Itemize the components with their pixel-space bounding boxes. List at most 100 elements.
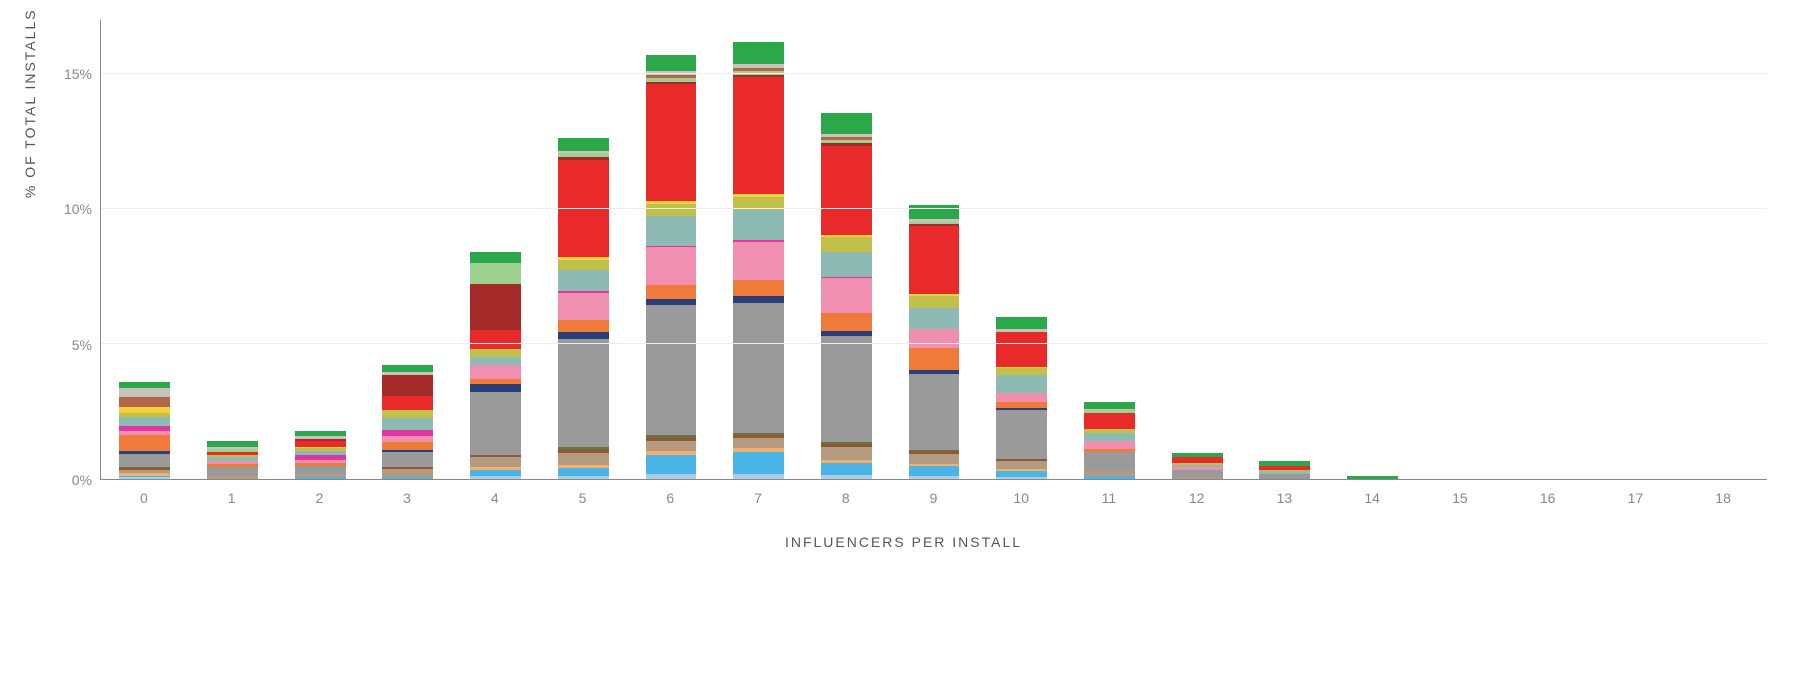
- bar-segment: [646, 455, 697, 474]
- bar-segment: [1172, 470, 1223, 477]
- gridline: [101, 73, 1767, 74]
- bar-segment: [996, 477, 1047, 479]
- bar-segment: [295, 466, 346, 474]
- bar-segment: [821, 447, 872, 459]
- y-tick: 15%: [64, 66, 92, 82]
- bar-segment: [1084, 476, 1135, 479]
- y-tick: 5%: [72, 337, 92, 353]
- bar-segment: [1172, 477, 1223, 479]
- bar-segment: [996, 317, 1047, 329]
- bar-segment: [119, 477, 170, 479]
- x-tick: 7: [714, 480, 802, 506]
- bar-segment: [733, 303, 784, 433]
- bar: [1259, 461, 1310, 479]
- bar-segment: [646, 55, 697, 71]
- x-tick: 15: [1416, 480, 1504, 506]
- bar-slot: [276, 20, 364, 479]
- x-tick: 1: [188, 480, 276, 506]
- x-tick: 8: [802, 480, 890, 506]
- bar-segment: [909, 374, 960, 450]
- x-tick: 17: [1591, 480, 1679, 506]
- bar-segment: [119, 417, 170, 426]
- x-tick: 10: [977, 480, 1065, 506]
- x-tick: 9: [890, 480, 978, 506]
- bar-slot: [364, 20, 452, 479]
- bar-slot: [1679, 20, 1767, 479]
- x-tick: 16: [1504, 480, 1592, 506]
- x-tick: 0: [100, 480, 188, 506]
- bar-segment: [733, 452, 784, 474]
- bar-slot: [1504, 20, 1592, 479]
- bar-segment: [909, 329, 960, 348]
- bar-slot: [452, 20, 540, 479]
- bar-segment: [733, 210, 784, 240]
- bar: [119, 382, 170, 479]
- bar-segment: [470, 330, 521, 349]
- bar-segment: [382, 469, 433, 477]
- bar-segment: [382, 365, 433, 372]
- bar-segment: [996, 332, 1047, 367]
- x-tick: 4: [451, 480, 539, 506]
- bar-segment: [1084, 452, 1135, 471]
- bar-segment: [119, 435, 170, 451]
- bar-segment: [207, 467, 258, 476]
- x-axis: 0123456789101112131415161718: [100, 480, 1767, 506]
- bar-segment: [646, 84, 697, 200]
- bar-segment: [119, 388, 170, 396]
- bar-slot: [1592, 20, 1680, 479]
- bar-segment: [382, 477, 433, 479]
- bar-segment: [733, 474, 784, 479]
- x-tick: 6: [626, 480, 714, 506]
- bar-segment: [909, 296, 960, 308]
- bar-segment: [646, 216, 697, 246]
- bar-segment: [909, 226, 960, 294]
- bar: [207, 441, 258, 479]
- bar: [996, 317, 1047, 479]
- bar-segment: [909, 308, 960, 328]
- bar-segment: [996, 410, 1047, 459]
- bar: [1084, 402, 1135, 479]
- bar-segment: [470, 384, 521, 392]
- bar-slot: [1066, 20, 1154, 479]
- bar: [558, 138, 609, 479]
- bar: [295, 431, 346, 479]
- bar-segment: [1347, 476, 1398, 479]
- bar-segment: [646, 305, 697, 435]
- bar-segment: [470, 470, 521, 477]
- bar-segment: [646, 285, 697, 299]
- bar-segment: [821, 237, 872, 252]
- bar-segment: [382, 436, 433, 443]
- bar-segment: [558, 138, 609, 150]
- bar-slot: [1329, 20, 1417, 479]
- y-axis: 0%5%10%15%: [40, 20, 100, 480]
- bar-segment: [909, 348, 960, 370]
- bar-segment: [646, 204, 697, 216]
- bar-segment: [470, 349, 521, 357]
- bar-segment: [558, 320, 609, 332]
- bar-segment: [470, 357, 521, 365]
- x-tick: 2: [275, 480, 363, 506]
- bar-segment: [382, 396, 433, 410]
- bar-segment: [821, 278, 872, 313]
- x-tick: 3: [363, 480, 451, 506]
- bar-segment: [382, 452, 433, 467]
- bar-slot: [1241, 20, 1329, 479]
- bar-segment: [558, 260, 609, 269]
- bar-segment: [821, 475, 872, 479]
- bar-segment: [821, 252, 872, 276]
- bar-segment: [821, 146, 872, 235]
- bar-segment: [558, 476, 609, 479]
- bar-segment: [470, 392, 521, 454]
- gridline: [101, 208, 1767, 209]
- bar-segment: [558, 468, 609, 476]
- bar-slot: [189, 20, 277, 479]
- bars-container: [101, 20, 1767, 479]
- bar-slot: [803, 20, 891, 479]
- x-tick: 13: [1241, 480, 1329, 506]
- bar-segment: [821, 463, 872, 475]
- bar-segment: [470, 457, 521, 466]
- bar-slot: [539, 20, 627, 479]
- bar: [733, 42, 784, 479]
- plot-area: [100, 20, 1767, 480]
- bar: [821, 113, 872, 479]
